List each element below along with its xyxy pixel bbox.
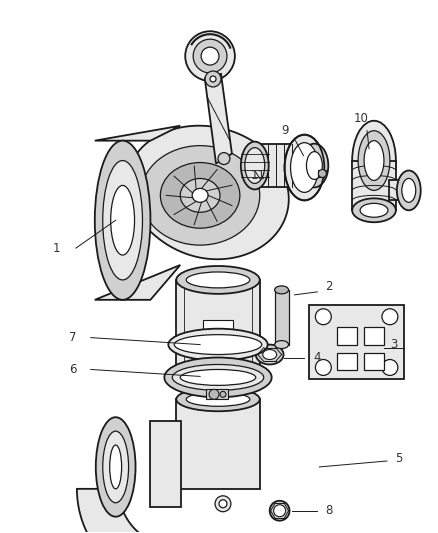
Ellipse shape [110, 445, 122, 489]
Polygon shape [176, 280, 260, 379]
Ellipse shape [192, 188, 208, 203]
Ellipse shape [111, 185, 134, 255]
Circle shape [270, 501, 290, 521]
Polygon shape [95, 126, 180, 141]
Polygon shape [77, 489, 176, 533]
Circle shape [220, 391, 226, 397]
Ellipse shape [176, 266, 260, 294]
Ellipse shape [168, 329, 268, 360]
Ellipse shape [263, 350, 277, 360]
Polygon shape [337, 352, 357, 370]
Ellipse shape [164, 358, 272, 397]
Ellipse shape [95, 141, 150, 300]
Circle shape [201, 47, 219, 65]
Ellipse shape [103, 431, 129, 503]
Ellipse shape [397, 171, 421, 211]
Ellipse shape [241, 142, 268, 189]
Circle shape [210, 76, 216, 82]
Ellipse shape [180, 369, 256, 385]
Circle shape [209, 389, 219, 399]
Ellipse shape [307, 151, 322, 180]
Polygon shape [205, 74, 232, 164]
Ellipse shape [186, 272, 250, 288]
Polygon shape [318, 169, 326, 177]
Ellipse shape [103, 160, 142, 280]
Polygon shape [176, 399, 260, 489]
Circle shape [219, 500, 227, 508]
Text: 7: 7 [69, 331, 77, 344]
Circle shape [218, 152, 230, 165]
Polygon shape [337, 327, 357, 345]
Circle shape [215, 496, 231, 512]
Ellipse shape [290, 143, 318, 192]
Polygon shape [95, 265, 180, 300]
Text: 10: 10 [353, 112, 368, 125]
Ellipse shape [275, 341, 289, 349]
Ellipse shape [160, 163, 240, 228]
Polygon shape [275, 290, 289, 345]
Polygon shape [260, 144, 314, 188]
Ellipse shape [402, 179, 416, 203]
Circle shape [193, 39, 227, 73]
Ellipse shape [352, 198, 396, 222]
Polygon shape [205, 74, 221, 81]
Ellipse shape [360, 203, 388, 217]
Polygon shape [352, 160, 396, 211]
Circle shape [315, 360, 331, 375]
Polygon shape [206, 389, 228, 399]
Circle shape [205, 71, 221, 87]
Text: 4: 4 [314, 351, 321, 364]
Ellipse shape [245, 148, 265, 183]
Polygon shape [364, 327, 384, 345]
Polygon shape [150, 421, 181, 507]
Ellipse shape [352, 121, 396, 200]
Text: 11: 11 [250, 169, 265, 182]
Ellipse shape [364, 141, 384, 181]
Ellipse shape [141, 146, 260, 245]
Ellipse shape [300, 144, 328, 188]
Circle shape [185, 31, 235, 81]
Text: 2: 2 [325, 280, 333, 293]
Ellipse shape [172, 365, 264, 390]
Text: 6: 6 [69, 363, 77, 376]
Polygon shape [364, 352, 384, 370]
Text: 3: 3 [390, 338, 398, 351]
Ellipse shape [176, 387, 260, 411]
Ellipse shape [174, 335, 262, 354]
Circle shape [382, 360, 398, 375]
Ellipse shape [358, 131, 390, 190]
Polygon shape [127, 126, 289, 259]
Polygon shape [203, 320, 233, 340]
Text: 5: 5 [395, 453, 403, 465]
Ellipse shape [275, 286, 289, 294]
Circle shape [382, 309, 398, 325]
Circle shape [315, 309, 331, 325]
Ellipse shape [285, 135, 324, 200]
Text: 9: 9 [281, 124, 288, 137]
Ellipse shape [256, 345, 283, 365]
Ellipse shape [96, 417, 135, 516]
Ellipse shape [186, 392, 250, 406]
Polygon shape [309, 305, 404, 379]
Circle shape [318, 169, 326, 177]
Circle shape [274, 505, 286, 516]
Text: 8: 8 [325, 504, 333, 517]
Ellipse shape [180, 179, 220, 212]
Polygon shape [389, 181, 409, 200]
Text: 1: 1 [52, 241, 60, 255]
